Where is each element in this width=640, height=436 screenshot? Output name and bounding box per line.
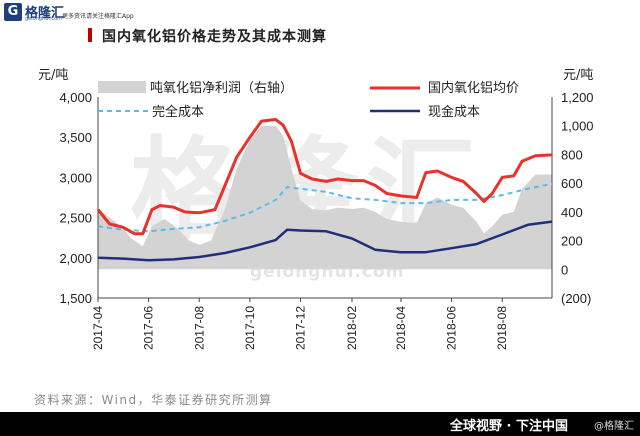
header-bar: G 格隆汇 更多资讯请关注格隆汇App	[0, 0, 640, 24]
profit-area-layer	[98, 125, 552, 270]
left-tick-label: 4,000	[59, 90, 92, 105]
series-lines	[96, 118, 553, 262]
right-axis-unit: 元/吨	[563, 68, 593, 83]
left-tick-label: 1,500	[59, 291, 92, 306]
x-axis-ticks: 2017-04 2017-06 2017-08 2017-10 2017-12 2018-…	[91, 298, 509, 350]
right-tick-label: 1,000	[561, 119, 594, 134]
footer-bar: 全球视野 · 下注中国 @格隆汇	[0, 412, 640, 436]
left-tick-label: 3,000	[59, 170, 92, 185]
source-note: 资料来源：Wind，华泰证券研究所测算	[34, 393, 273, 407]
series-cash-cost-line	[97, 220, 553, 262]
footer-slogan: 全球视野 · 下注中国	[450, 419, 568, 434]
logo-mark: G	[4, 3, 22, 21]
legend-label-profit: 吨氧化铝净利润（右轴）	[150, 81, 293, 96]
right-tick-label: 800	[561, 147, 583, 162]
left-tick-label: 2,500	[59, 211, 92, 226]
footer-logo: @格隆汇	[594, 421, 634, 432]
legend-label-cash-cost: 现金成本	[428, 104, 480, 120]
price-cost-chart: 1,500 2,000 2,500 3,000 3,500 4,000 (200) 0 200…	[38, 68, 594, 350]
series-full-cost-line	[97, 182, 553, 233]
right-tick-label: 1,200	[561, 90, 594, 105]
right-tick-label: (200)	[561, 291, 591, 306]
legend-label-full-cost: 完全成本	[152, 104, 204, 120]
series-price-line	[96, 118, 553, 236]
right-tick-label: 400	[561, 205, 583, 220]
left-tick-label: 2,000	[59, 251, 92, 266]
x-tick-label: 2017-12	[294, 306, 308, 350]
left-axis-unit: 元/吨	[38, 68, 68, 83]
legend-swatch-profit	[98, 81, 146, 93]
x-tick-label: 2017-08	[192, 306, 206, 350]
logo-subtext: gelonghui.com	[25, 16, 63, 22]
legend-label-price: 国内氧化铝均价	[428, 80, 519, 96]
x-tick-label: 2018-04	[394, 306, 408, 350]
logo-text: 格隆汇	[25, 6, 65, 21]
x-tick-label: 2017-04	[91, 306, 105, 350]
series-profit-area	[98, 125, 552, 270]
right-tick-label: 600	[561, 176, 583, 191]
header-tagline: 更多资讯请关注格隆汇App	[62, 13, 134, 20]
x-tick-label: 2017-06	[142, 306, 156, 350]
x-tick-label: 2018-02	[345, 306, 359, 350]
x-tick-label: 2018-06	[445, 306, 459, 350]
axes	[97, 97, 553, 299]
x-tick-label: 2018-08	[495, 306, 509, 350]
right-axis-ticks: (200) 0 200 400 600 800 1,000 1,200	[561, 90, 594, 306]
legend: 吨氧化铝净利润（右轴） 国内氧化铝均价 完全成本 现金成本	[98, 80, 519, 120]
right-tick-label: 200	[561, 234, 583, 249]
left-tick-label: 3,500	[59, 130, 92, 145]
x-tick-label: 2017-10	[243, 306, 257, 350]
right-tick-label: 0	[561, 262, 568, 277]
left-axis-ticks: 1,500 2,000 2,500 3,000 3,500 4,000	[59, 90, 92, 306]
title-accent-bar	[88, 28, 92, 42]
page-title: 国内氧化铝价格走势及其成本测算	[102, 29, 327, 45]
